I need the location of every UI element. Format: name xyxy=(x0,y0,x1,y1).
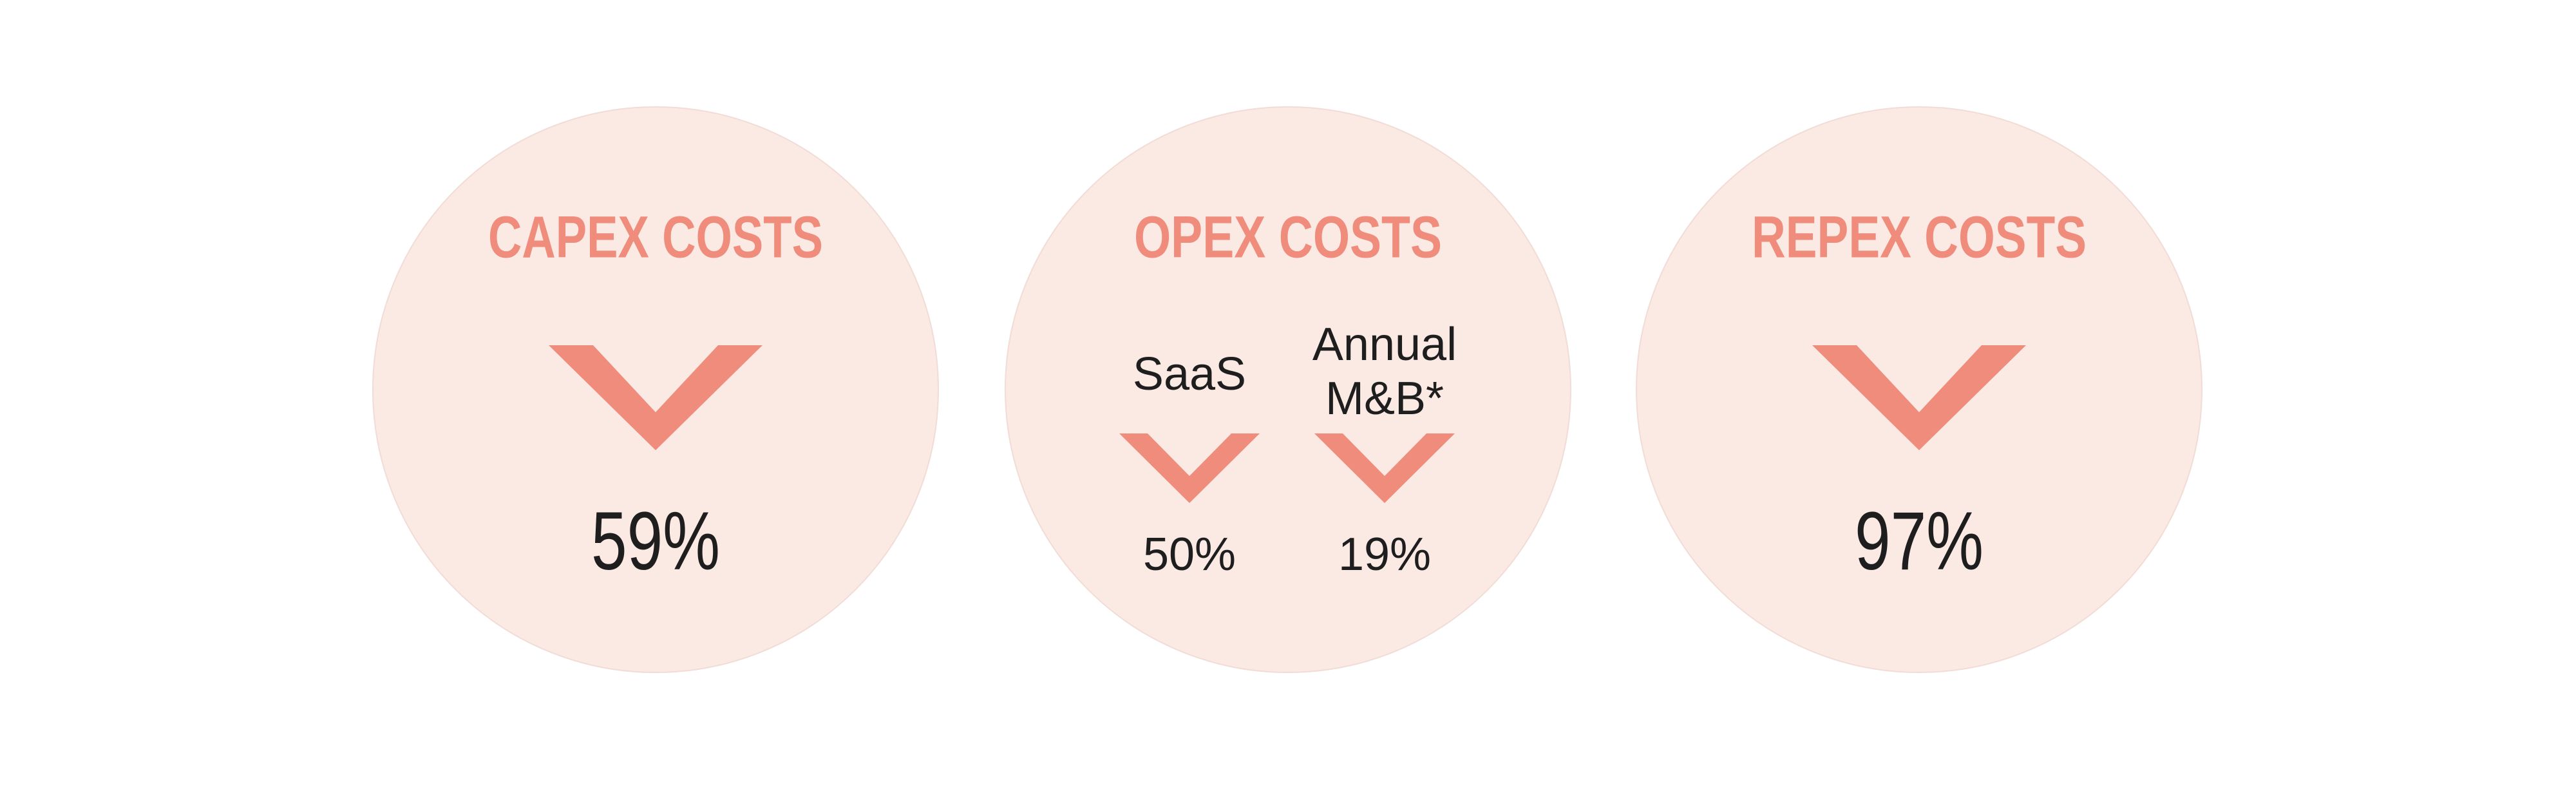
down-chevron xyxy=(1314,433,1455,503)
item-label: SaaS xyxy=(1133,348,1246,400)
panel-circle xyxy=(1636,106,2202,673)
value: 97% xyxy=(1855,495,1984,587)
panel-title: OPEX COSTS xyxy=(1134,204,1442,270)
down-chevron xyxy=(549,345,762,450)
down-chevron xyxy=(1119,433,1260,503)
panel-title: CAPEX COSTS xyxy=(488,204,823,270)
value: 50% xyxy=(1143,529,1236,580)
capex-panel: CAPEX COSTS 59% xyxy=(372,106,939,673)
item-label: M&B* xyxy=(1325,373,1444,424)
panel-circle xyxy=(1005,106,1571,673)
value: 59% xyxy=(591,495,720,587)
panel-title: REPEX COSTS xyxy=(1752,204,2087,270)
down-chevron xyxy=(1812,345,2026,450)
repex-panel: REPEX COSTS 97% xyxy=(1636,106,2202,673)
opex-panel: OPEX COSTS SaaS 50% Annual M&B* 19% xyxy=(1005,106,1571,673)
panel-circle xyxy=(372,106,939,673)
item-label: Annual xyxy=(1312,319,1457,370)
value: 19% xyxy=(1338,529,1431,580)
